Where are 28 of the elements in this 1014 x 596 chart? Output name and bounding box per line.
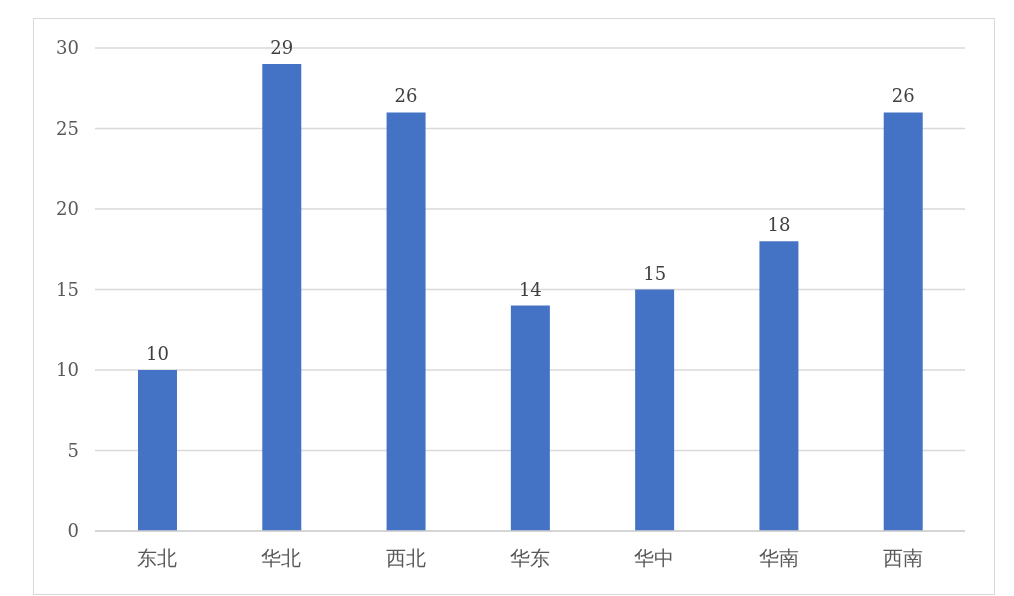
y-tick-label: 10: [56, 359, 79, 381]
y-tick-label: 30: [56, 37, 79, 59]
data-label: 15: [643, 262, 667, 284]
data-label: 10: [146, 343, 169, 364]
data-label: 26: [394, 85, 418, 107]
data-label: 29: [270, 37, 294, 59]
bar: [262, 64, 302, 531]
x-tick-label: 西南: [882, 546, 923, 571]
x-tick-label: 华南: [758, 546, 799, 571]
x-tick-label: 华东: [510, 546, 550, 571]
bar: [635, 289, 675, 531]
y-tick-label: 15: [56, 278, 79, 300]
y-tick-label: 5: [67, 439, 79, 461]
y-tick-label: 20: [56, 198, 79, 220]
data-label: 26: [891, 85, 915, 107]
bar: [386, 112, 426, 531]
data-label: 18: [767, 214, 791, 236]
x-tick-label: 西北: [385, 546, 426, 571]
bar: [883, 112, 923, 531]
x-tick-label: 华中: [634, 546, 675, 571]
x-tick-label: 华北: [261, 546, 302, 571]
bar: [138, 370, 177, 531]
x-tick-label: 东北: [137, 546, 178, 571]
y-tick-label: 0: [67, 520, 79, 542]
bar: [510, 305, 550, 531]
y-tick-label: 25: [56, 117, 79, 139]
data-label: 14: [518, 278, 542, 300]
bar: [759, 241, 799, 531]
